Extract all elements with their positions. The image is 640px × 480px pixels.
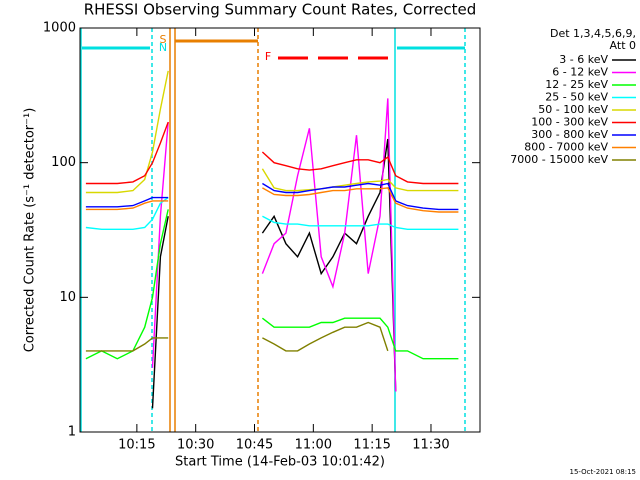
x-tick-label: 10:15: [118, 438, 155, 453]
y-tick-label: 1: [68, 425, 76, 440]
x-axis-label: Start Time (14-Feb-03 10:01:42): [175, 455, 385, 470]
series-line: [85, 321, 389, 352]
legend-label: 6 - 12 keV: [552, 66, 608, 79]
series-line: [85, 121, 459, 185]
legend-label: 25 - 50 keV: [545, 91, 608, 104]
legend-label: 100 - 300 keV: [531, 116, 608, 129]
series-line: [151, 98, 397, 392]
annotation: S: [160, 33, 167, 46]
legend-title: Det 1,3,4,5,6,9,: [550, 27, 636, 40]
series-layer: [85, 70, 459, 409]
y-tick-label: 1000: [43, 21, 76, 36]
series-line: [85, 197, 459, 230]
series-line: [85, 187, 459, 213]
x-tick-label: 11:30: [412, 438, 449, 453]
legend-label: 800 - 7000 keV: [524, 141, 608, 154]
legend-label: 50 - 100 keV: [538, 103, 608, 116]
x-tick-label: 10:30: [177, 438, 214, 453]
annotation: N: [159, 41, 167, 54]
series-line: [85, 209, 459, 360]
chart-title: RHESSI Observing Summary Count Rates, Co…: [84, 1, 477, 19]
y-tick-label: 10: [59, 290, 76, 305]
x-tick-label: 11:15: [353, 438, 390, 453]
flags: [80, 28, 466, 432]
legend-label: 300 - 800 keV: [531, 128, 608, 141]
series-line: [85, 182, 459, 211]
y-tick-label: 100: [51, 155, 76, 170]
x-tick-label: 11:00: [295, 438, 332, 453]
plot-frame: [79, 27, 481, 433]
legend-label: 12 - 25 keV: [545, 78, 608, 91]
legend-label: 7000 - 15000 keV: [510, 153, 608, 166]
y-axis-label: Corrected Count Rate (s⁻¹ detector⁻¹): [23, 108, 38, 353]
legend-title: Att 0: [610, 39, 636, 52]
series-line: [151, 138, 397, 409]
legend-label: 3 - 6 keV: [559, 53, 608, 66]
series-line: [85, 70, 459, 194]
timestamp: 15-Oct-2021 08:15: [570, 468, 636, 476]
x-tick-label: 10:45: [236, 438, 273, 453]
annotation: F: [265, 50, 271, 63]
